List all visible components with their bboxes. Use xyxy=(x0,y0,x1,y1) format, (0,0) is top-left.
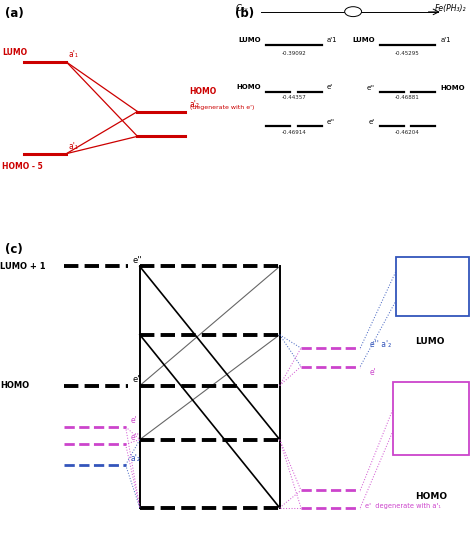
Text: -0.39092: -0.39092 xyxy=(282,51,306,56)
Bar xyxy=(396,257,469,316)
Text: e'': e'' xyxy=(133,256,143,265)
Text: e'': e'' xyxy=(367,85,375,91)
Text: a'1: a'1 xyxy=(440,37,451,43)
Text: a'₁: a'₁ xyxy=(69,50,79,59)
Text: HOMO: HOMO xyxy=(190,87,217,96)
Text: e': e' xyxy=(130,416,137,425)
Text: a'₂: a'₂ xyxy=(130,454,140,463)
Text: a'1: a'1 xyxy=(327,37,337,43)
Text: e': e' xyxy=(370,368,376,377)
Text: e'  degenerate with a'₁: e' degenerate with a'₁ xyxy=(365,503,441,509)
Text: C₄ᵥ: C₄ᵥ xyxy=(236,4,248,13)
Text: (c): (c) xyxy=(5,243,22,256)
Text: e': e' xyxy=(369,119,375,125)
Text: HOMO: HOMO xyxy=(237,84,261,90)
Text: (b): (b) xyxy=(235,7,254,21)
Text: e'': e'' xyxy=(133,375,143,384)
Text: LUMO + 1: LUMO + 1 xyxy=(0,262,46,271)
Bar xyxy=(393,382,469,456)
Text: LUMO: LUMO xyxy=(238,37,261,43)
Text: -0.46204: -0.46204 xyxy=(395,130,420,135)
Text: Fe(PH₃)₂: Fe(PH₃)₂ xyxy=(435,4,467,13)
Text: -0.46881: -0.46881 xyxy=(395,95,420,100)
Text: HOMO: HOMO xyxy=(0,381,29,390)
Text: e'': e'' xyxy=(327,119,335,125)
Text: e': e' xyxy=(327,84,333,90)
Text: e'': e'' xyxy=(130,433,139,442)
Text: -0.46914: -0.46914 xyxy=(282,130,306,135)
Text: e'' a'₂: e'' a'₂ xyxy=(370,340,391,349)
Text: (degenerate with e'): (degenerate with e') xyxy=(190,105,254,110)
Text: a'₂: a'₂ xyxy=(415,292,425,301)
Text: LUMO: LUMO xyxy=(352,37,375,43)
Ellipse shape xyxy=(345,7,362,17)
Text: a'₂: a'₂ xyxy=(190,100,200,109)
Text: HOMO: HOMO xyxy=(440,85,465,91)
Text: a'₁: a'₁ xyxy=(69,141,79,151)
Text: -0.45295: -0.45295 xyxy=(395,51,420,56)
Text: -0.44357: -0.44357 xyxy=(282,95,306,100)
Text: HOMO - 5: HOMO - 5 xyxy=(2,162,43,170)
Text: (a): (a) xyxy=(5,7,24,21)
Text: HOMO: HOMO xyxy=(415,492,447,501)
Text: LUMO: LUMO xyxy=(415,337,444,346)
Text: LUMO: LUMO xyxy=(2,47,27,56)
